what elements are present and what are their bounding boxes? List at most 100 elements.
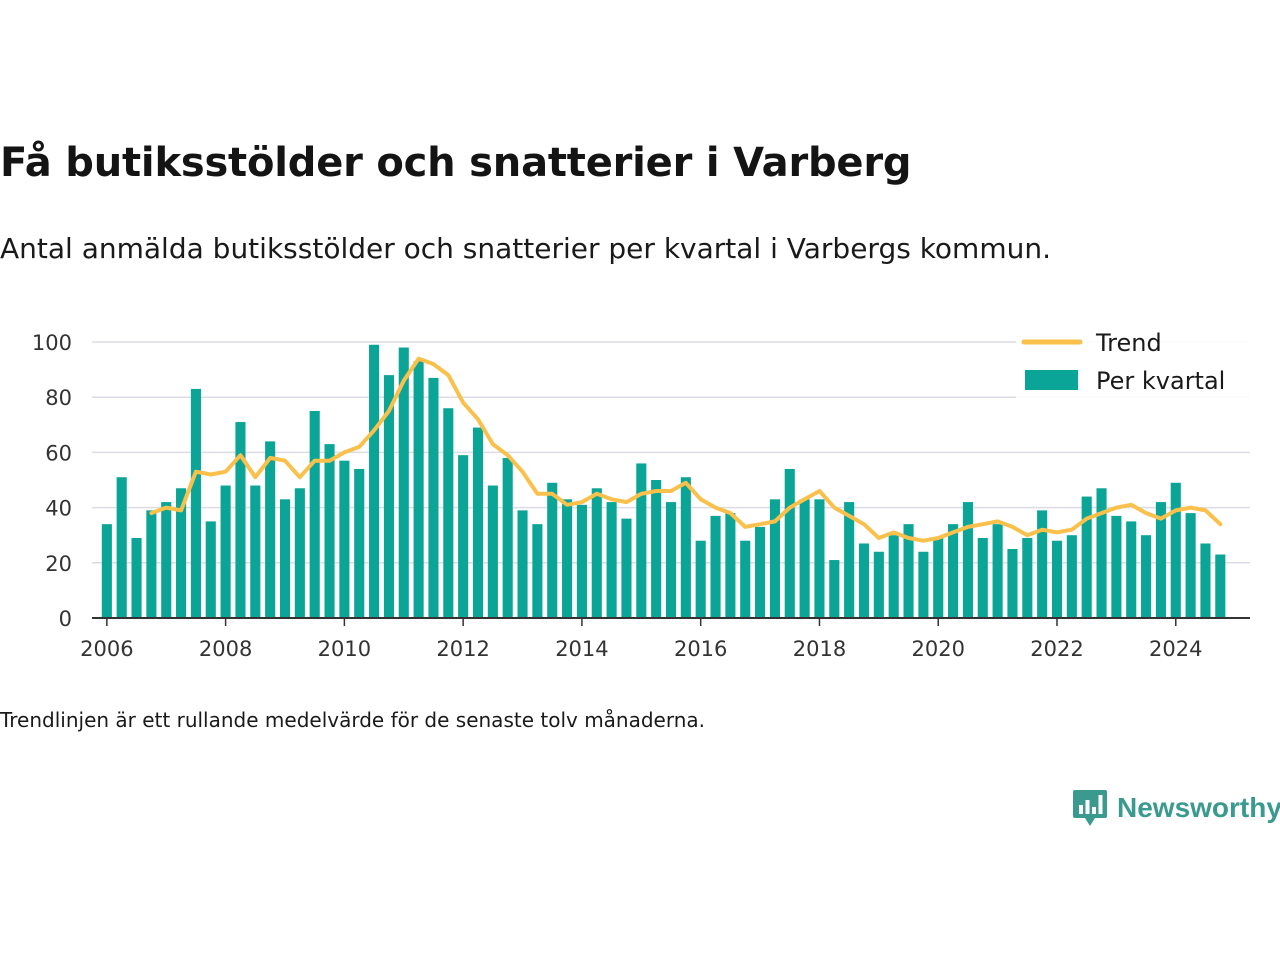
x-tick-label: 2016 — [674, 637, 727, 661]
bar — [190, 388, 201, 618]
bar — [472, 427, 484, 618]
bar — [428, 377, 439, 618]
y-tick-label: 20 — [45, 552, 72, 576]
bar — [443, 408, 454, 618]
bar — [458, 455, 469, 618]
bar — [799, 499, 810, 618]
bar — [591, 488, 602, 618]
y-tick-label: 80 — [45, 386, 72, 410]
y-tick-label: 40 — [45, 497, 72, 521]
bar — [1037, 510, 1048, 618]
bar — [844, 502, 855, 618]
legend: Trend Per kvartal — [1016, 328, 1250, 400]
y-tick-label: 60 — [45, 441, 72, 465]
trend-line — [149, 356, 1223, 543]
x-tick-label: 2010 — [318, 637, 371, 661]
bar — [621, 518, 632, 618]
bar — [710, 515, 721, 618]
bar — [161, 502, 172, 618]
bar — [740, 540, 751, 618]
bar — [146, 510, 157, 618]
bar — [487, 485, 498, 618]
bar — [413, 361, 424, 618]
chart-title: Få butiksstölder och snatterier i Varber… — [0, 140, 912, 186]
footnote: Trendlinjen är ett rullande medelvärde f… — [0, 708, 706, 732]
brand[interactable]: Newsworthy — [1072, 786, 1280, 830]
bar — [294, 488, 305, 618]
bar — [220, 485, 231, 618]
bar — [636, 463, 647, 618]
bar — [279, 499, 291, 618]
bar — [1022, 537, 1033, 618]
bar — [116, 477, 127, 618]
bar — [1215, 554, 1226, 618]
newsworthy-logo-icon — [1073, 790, 1107, 826]
y-tick-label: 0 — [59, 607, 72, 631]
bar — [977, 537, 988, 618]
x-tick-label: 2008 — [199, 637, 252, 661]
x-tick-label: 2022 — [1030, 637, 1083, 661]
bar — [1051, 540, 1063, 618]
chart-subtitle: Antal anmälda butiksstölder och snatteri… — [0, 232, 1051, 265]
x-tick-label: 2020 — [912, 637, 965, 661]
bar — [829, 560, 840, 618]
bar — [962, 502, 973, 618]
bar — [101, 524, 112, 618]
x-tick-label: 2006 — [80, 637, 133, 661]
x-tick-label: 2014 — [555, 637, 608, 661]
bar — [651, 480, 662, 618]
bar — [680, 477, 691, 618]
x-tick-label: 2012 — [436, 637, 489, 661]
bar — [1007, 549, 1018, 618]
bar — [532, 524, 543, 618]
x-axis: 2006 2008 2010 2012 2014 2016 2018 2020 2022 2024 — [80, 617, 1250, 661]
bar — [324, 444, 335, 618]
bar — [354, 468, 365, 618]
bar — [1200, 543, 1211, 618]
bar — [725, 513, 736, 618]
bar — [235, 422, 246, 618]
chart: 2006 2008 2010 2012 2014 2016 2018 2020 2022 2024… — [32, 328, 1250, 661]
bar — [1096, 488, 1107, 618]
legend-trend-label: Trend — [1095, 329, 1162, 357]
bar — [665, 502, 677, 618]
legend-bars-label: Per kvartal — [1096, 367, 1225, 395]
x-tick-label: 2018 — [793, 637, 846, 661]
bar — [873, 551, 884, 618]
legend-bars-swatch — [1025, 370, 1078, 390]
bar — [517, 510, 528, 618]
bar — [784, 468, 795, 618]
bar — [1155, 502, 1166, 618]
bar — [1081, 496, 1092, 618]
bar — [502, 457, 513, 618]
bar — [933, 537, 944, 618]
bar — [339, 460, 350, 618]
bar — [858, 543, 870, 618]
bar — [606, 502, 617, 618]
bar — [176, 488, 187, 618]
bar — [576, 504, 587, 618]
bar — [369, 344, 380, 618]
bar — [1170, 482, 1181, 618]
bar — [1111, 515, 1122, 618]
bar — [383, 375, 394, 618]
bar — [948, 524, 959, 618]
bar — [769, 499, 780, 618]
bar — [1126, 521, 1137, 618]
brand-name: Newsworthy — [1117, 792, 1280, 823]
bar — [547, 482, 558, 618]
bar — [918, 551, 929, 618]
bar — [1141, 535, 1152, 618]
bar — [398, 347, 409, 618]
bar — [695, 540, 706, 618]
y-axis: 0 20 40 60 80 100 — [32, 331, 72, 631]
trend-series — [149, 356, 1223, 543]
y-tick-label: 100 — [32, 331, 72, 355]
bar — [309, 411, 320, 618]
bar — [755, 526, 766, 618]
bar — [265, 441, 276, 618]
bar — [992, 524, 1003, 618]
bar — [814, 499, 825, 618]
bar — [205, 521, 216, 618]
bar — [903, 524, 914, 618]
